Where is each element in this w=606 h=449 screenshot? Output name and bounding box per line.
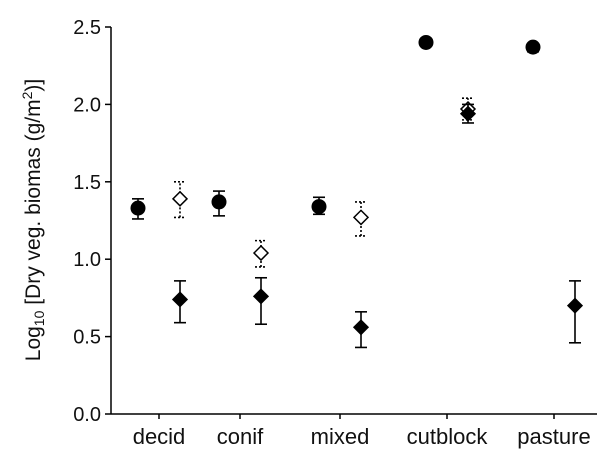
filled-diamond-marker [252, 288, 270, 305]
axes: 0.0 0.5 1.0 1.5 2.0 2.5 decid conif mixed cutblo… [73, 17, 597, 449]
y-axis-title-suffix: )] [22, 79, 45, 92]
circle-marker [525, 39, 541, 55]
circle-marker [311, 199, 327, 215]
filled-diamond-marker [459, 105, 477, 122]
y-ticks: 0.0 0.5 1.0 1.5 2.0 2.5 [73, 17, 111, 426]
x-tick-label-mixed: mixed [311, 424, 370, 449]
point-s1-mixed [352, 201, 370, 237]
y-axis-title-main: [Dry veg. biomas (g/m [22, 99, 45, 310]
point-s0-pasture [525, 39, 541, 55]
point-s2-cutblock [459, 103, 477, 124]
x-tick-label-pasture: pasture [517, 424, 590, 449]
point-s2-pasture [566, 280, 584, 344]
point-s1-decid [171, 181, 189, 219]
point-s2-decid [171, 280, 189, 324]
open-diamond-marker [171, 190, 189, 207]
filled-diamond-marker [566, 297, 584, 314]
y-tick-label: 1.0 [73, 249, 101, 271]
point-s2-mixed [352, 311, 370, 349]
circle-marker [418, 34, 434, 50]
point-s1-conif [252, 239, 270, 268]
y-axis-title: Log10 [Dry veg. biomas (g/m2)] [19, 79, 47, 361]
x-tick-label-conif: conif [217, 424, 264, 449]
y-tick-label: 1.5 [73, 172, 101, 194]
x-tick-label-decid: decid [133, 424, 186, 449]
data-marks [130, 34, 584, 349]
y-tick-label: 0.5 [73, 327, 101, 349]
y-tick-label: 2.0 [73, 94, 101, 116]
circle-marker [130, 200, 146, 216]
point-s0-decid [130, 198, 146, 220]
y-axis-title-superscript: 2 [19, 91, 35, 99]
y-axis-title-prefix: Log [22, 326, 45, 361]
x-axis-labels: decid conif mixed cutblock pasture [133, 414, 591, 449]
open-diamond-marker [352, 209, 370, 226]
filled-diamond-marker [352, 319, 370, 336]
x-tick-label-cutblock: cutblock [407, 424, 489, 449]
point-s0-mixed [311, 196, 327, 216]
filled-diamond-marker [171, 291, 189, 308]
point-s0-conif [211, 190, 227, 217]
point-s0-cutblock [418, 34, 434, 50]
open-diamond-marker [252, 244, 270, 262]
y-axis-title-subscript: 10 [31, 310, 47, 326]
circle-marker [211, 194, 227, 210]
y-tick-label: 0.0 [73, 404, 101, 426]
y-tick-label: 2.5 [73, 17, 101, 39]
point-s2-conif [252, 276, 270, 326]
